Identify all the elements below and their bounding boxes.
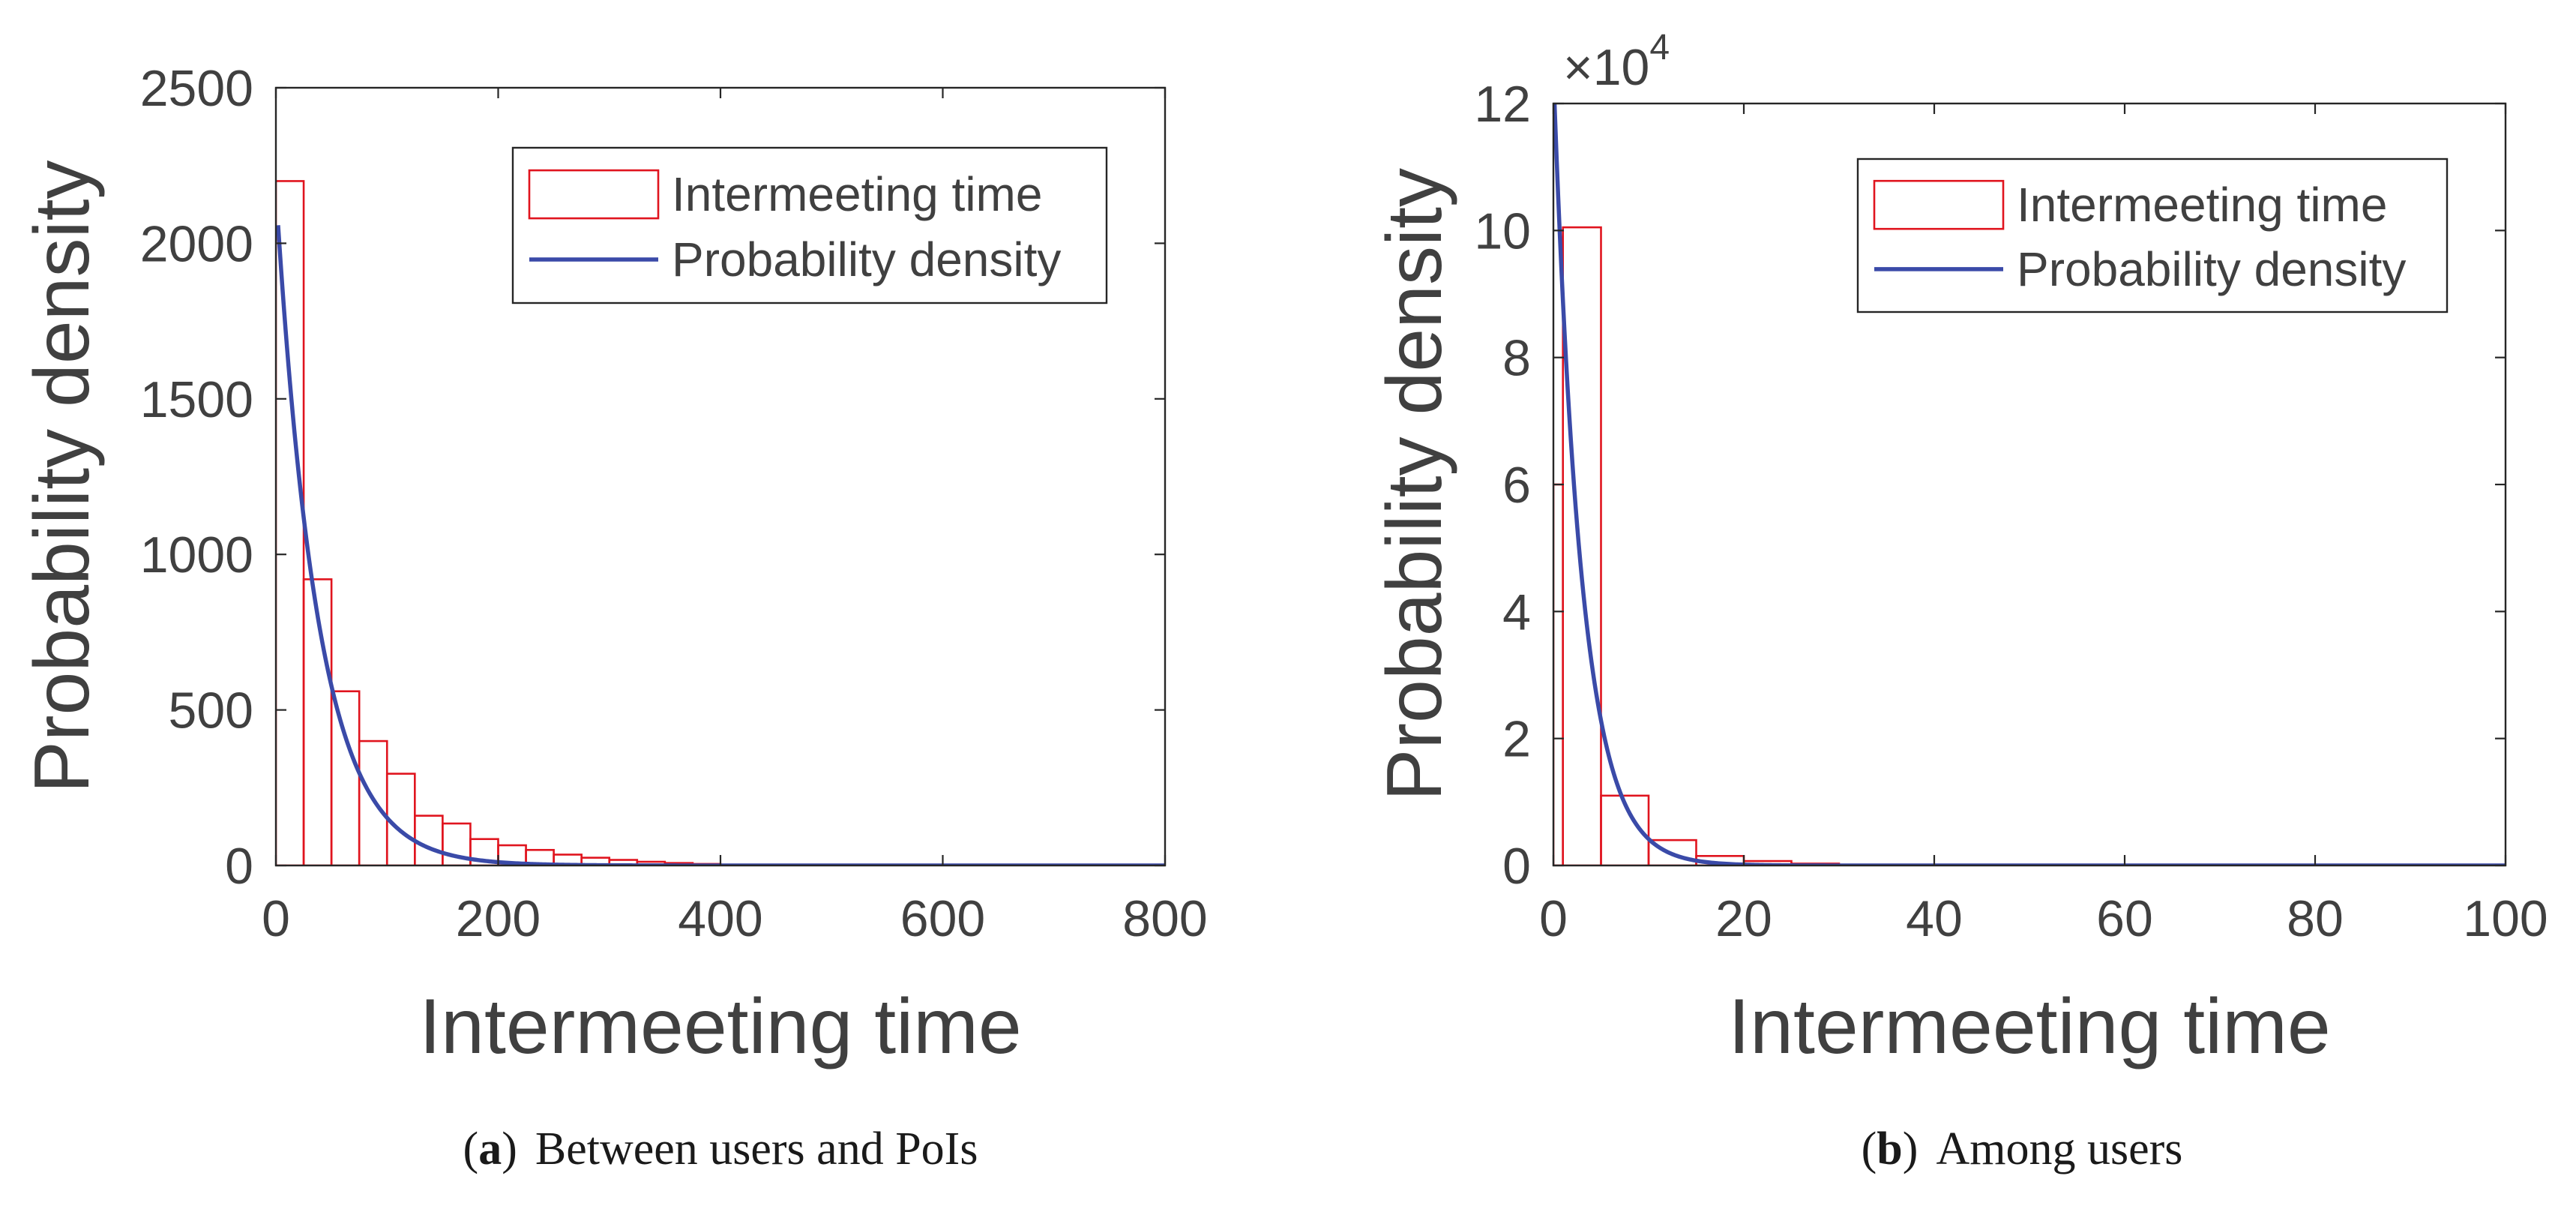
legend-label-histogram: Intermeeting time: [2017, 178, 2387, 232]
legend-swatch-histogram: [528, 169, 660, 220]
x-tick-label: 400: [678, 890, 762, 947]
y-axis-label: Probability density: [1371, 168, 1458, 801]
x-tick-label: 40: [1906, 890, 1963, 947]
y-exponent-label: ×104: [1563, 28, 1670, 96]
chart-panel-a: 0 200 400 600 800 0 500 1000 1500 2000 2500 Interme…: [19, 60, 1208, 1174]
y-exponent-power: 4: [1649, 28, 1670, 68]
caption: (a) Between users and PoIs: [463, 1124, 978, 1174]
x-tick-label: 800: [1122, 890, 1207, 947]
y-axis-label: Probability density: [19, 160, 106, 794]
y-tick-label: 4: [1502, 584, 1531, 640]
legend-box: [511, 146, 1108, 304]
y-tick-label: 2: [1502, 711, 1531, 768]
caption-letter: b: [1877, 1124, 1902, 1174]
density-curve: [1553, 104, 2506, 866]
caption-letter: a: [478, 1124, 502, 1174]
x-tick-label: 0: [1539, 890, 1568, 947]
caption-text: Between users and PoIs: [535, 1124, 978, 1174]
x-tick-label: 80: [2287, 890, 2344, 947]
y-tick-label: 2500: [140, 60, 253, 117]
x-tick-label: 20: [1715, 890, 1772, 947]
y-tick-label: 1500: [140, 371, 253, 428]
legend-box: [1856, 158, 2449, 314]
histogram-bar: [1600, 794, 1650, 866]
legend-swatch-histogram: [1873, 179, 2005, 230]
x-tick-label: 100: [2463, 890, 2548, 947]
y-tick-label: 12: [1474, 76, 1531, 133]
x-tick-label: 0: [262, 890, 290, 947]
y-exponent-base: ×10: [1563, 39, 1649, 96]
y-tick-label: 8: [1502, 330, 1531, 387]
y-tick-label: 0: [225, 838, 253, 895]
y-tick-label: 6: [1502, 457, 1531, 514]
x-tick-label: 60: [2096, 890, 2153, 947]
y-tick-label: 500: [169, 682, 253, 740]
caption-open-paren: (: [463, 1124, 479, 1174]
histogram-bar: [1562, 226, 1602, 866]
caption-close-paren: ): [1903, 1124, 1919, 1174]
legend: Intermeeting time Probability density: [511, 146, 1108, 304]
caption-open-paren: (: [1862, 1124, 1877, 1174]
legend-label-histogram: Intermeeting time: [672, 167, 1042, 221]
y-tick-label: 2000: [140, 215, 253, 272]
y-tick-label: 0: [1502, 838, 1531, 895]
x-axis-label: Intermeeting time: [1728, 983, 2330, 1070]
y-tick-label: 10: [1474, 202, 1531, 260]
x-tick-label: 200: [456, 890, 541, 947]
legend: Intermeeting time Probability density: [1856, 158, 2449, 314]
x-axis-label: Intermeeting time: [419, 983, 1021, 1070]
caption-text: Among users: [1936, 1124, 2182, 1174]
caption-close-paren: ): [502, 1124, 517, 1174]
caption: (b) Among users: [1862, 1124, 2183, 1174]
legend-label-density: Probability density: [2017, 242, 2406, 296]
x-tick-label: 600: [900, 890, 985, 947]
legend-label-density: Probability density: [672, 232, 1061, 286]
y-tick-label: 1000: [140, 526, 253, 584]
